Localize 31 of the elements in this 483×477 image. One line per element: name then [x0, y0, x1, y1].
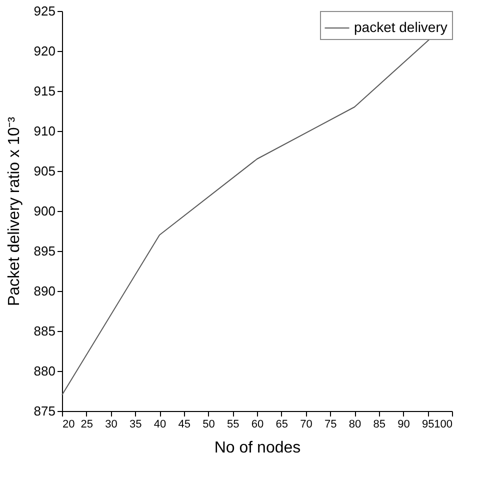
x-tick-label: 85 — [373, 418, 386, 430]
x-tick-label: 45 — [178, 418, 190, 430]
y-tick-label: 905 — [34, 164, 56, 178]
x-tick-label: 40 — [154, 418, 166, 430]
legend-label: packet delivery — [354, 19, 448, 35]
y-tick-label: 925 — [34, 4, 56, 18]
x-tick-label: 35 — [130, 418, 142, 430]
x-tick-label: 90 — [398, 418, 410, 430]
y-tick-label: 880 — [34, 364, 56, 378]
y-tick-label: 890 — [34, 284, 56, 298]
y-tick-label: 875 — [34, 404, 56, 418]
y-tick-label: 915 — [34, 84, 56, 98]
y-tick-label: 885 — [34, 324, 56, 338]
x-tick-label: 100 — [434, 418, 452, 430]
x-tick-label: 20 — [62, 418, 75, 430]
y-tick-label: 895 — [34, 244, 56, 258]
x-tick-label: 55 — [227, 418, 240, 430]
x-tick-label: 65 — [276, 418, 288, 430]
x-tick-label: 30 — [105, 418, 118, 430]
x-tick-label: 50 — [202, 418, 215, 430]
y-tick-label: 910 — [34, 124, 56, 138]
x-tick-label: 60 — [251, 418, 264, 430]
x-axis-title: No of nodes — [214, 440, 301, 456]
x-tick-label: 25 — [80, 418, 93, 430]
y-axis-title: Packet delivery ratio x 10⁻³ — [6, 116, 23, 306]
y-tick-label: 920 — [34, 44, 56, 58]
y-tick-label: 900 — [34, 204, 56, 218]
x-tick-label: 75 — [324, 418, 337, 430]
x-tick-label: 70 — [300, 418, 312, 430]
x-tick-label: 95 — [422, 418, 434, 430]
x-tick-label: 80 — [348, 418, 362, 430]
